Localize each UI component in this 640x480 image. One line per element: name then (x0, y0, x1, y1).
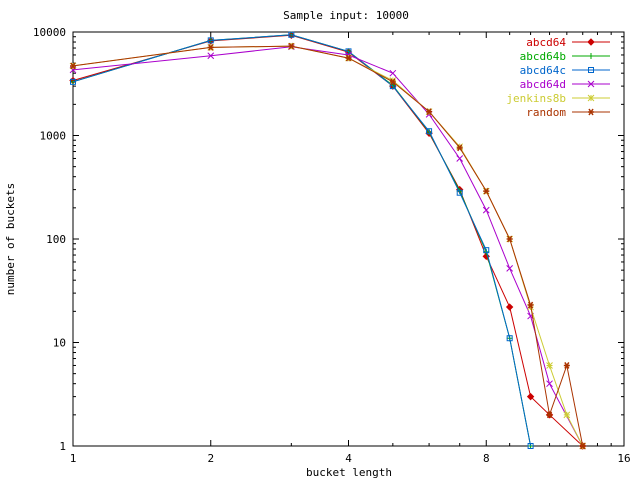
legend-label: jenkins8b (506, 92, 566, 105)
legend-marker (588, 108, 594, 116)
legend-marker (588, 67, 594, 73)
data-point (546, 362, 553, 369)
series-line-abcd64d (72, 46, 584, 447)
data-point (426, 128, 433, 135)
series-line-jenkins8b (72, 45, 584, 447)
x-tick-label: 2 (207, 452, 214, 465)
data-point (70, 78, 76, 85)
legend-label: abcd64b (520, 50, 566, 63)
series-random (70, 42, 586, 450)
data-point (563, 411, 571, 419)
y-axis-label: number of buckets (4, 183, 17, 296)
series-line-random (72, 45, 584, 447)
legend-item-abcd64b: abcd64b (520, 50, 610, 63)
series-line-abcd64b (72, 34, 532, 447)
y-tick-label: 10000 (33, 26, 66, 39)
data-point (546, 411, 553, 419)
data-point (345, 54, 352, 62)
data-point (456, 155, 464, 162)
series-line-abcd64c (72, 34, 532, 447)
data-point (389, 83, 396, 90)
legend-marker (587, 38, 595, 46)
legend-item-abcd64c: abcd64c (520, 64, 610, 77)
data-point (482, 206, 490, 214)
data-point (506, 335, 513, 342)
data-point (207, 52, 215, 60)
data-point (483, 187, 490, 195)
legend-marker (587, 94, 595, 102)
x-axis-label: bucket length (306, 466, 392, 479)
series-abcd64b (70, 31, 534, 449)
legend-item-abcd64: abcd64 (526, 36, 610, 49)
x-tick-label: 8 (483, 452, 490, 465)
data-point (483, 247, 490, 254)
x-tick-label: 16 (617, 452, 630, 465)
legend-marker (587, 80, 595, 88)
data-point (527, 301, 534, 309)
data-point (70, 62, 76, 70)
data-point (288, 42, 295, 50)
data-point (506, 265, 514, 272)
legend: abcd64abcd64babcd64cabcd64djenkins8brand… (506, 36, 610, 119)
data-point (345, 51, 352, 59)
data-point (506, 235, 513, 243)
legend-label: abcd64c (520, 64, 566, 77)
y-tick-label: 1 (59, 440, 66, 453)
x-tick-label: 1 (70, 452, 77, 465)
y-axis: 1 10 100 1000 10000 (33, 26, 624, 453)
data-point (288, 31, 295, 38)
data-point (426, 108, 433, 116)
data-point (563, 362, 570, 369)
chart-title: Sample input: 10000 (283, 9, 409, 22)
legend-item-jenkins8b: jenkins8b (506, 92, 610, 105)
data-point (389, 69, 397, 77)
data-point (456, 144, 463, 152)
legend-label: abcd64d (520, 78, 566, 91)
series-layer (69, 31, 587, 450)
x-tick-label: 4 (345, 452, 352, 465)
data-point (207, 37, 214, 44)
legend-label: random (526, 106, 566, 119)
data-point (526, 392, 535, 401)
data-point (579, 442, 586, 450)
data-point (456, 189, 463, 196)
data-point (207, 43, 214, 51)
data-point (505, 303, 514, 311)
data-point (527, 443, 534, 449)
legend-item-random: random (526, 106, 610, 119)
y-tick-label: 100 (46, 233, 66, 246)
data-point (546, 380, 553, 388)
legend-marker (588, 53, 594, 59)
data-point (389, 78, 396, 86)
y-tick-label: 10 (53, 337, 66, 350)
y-tick-label: 1000 (40, 130, 67, 143)
legend-item-abcd64d: abcd64d (520, 78, 610, 91)
data-point (345, 48, 352, 55)
series-abcd64c (70, 31, 534, 449)
legend-label: abcd64 (526, 36, 566, 49)
